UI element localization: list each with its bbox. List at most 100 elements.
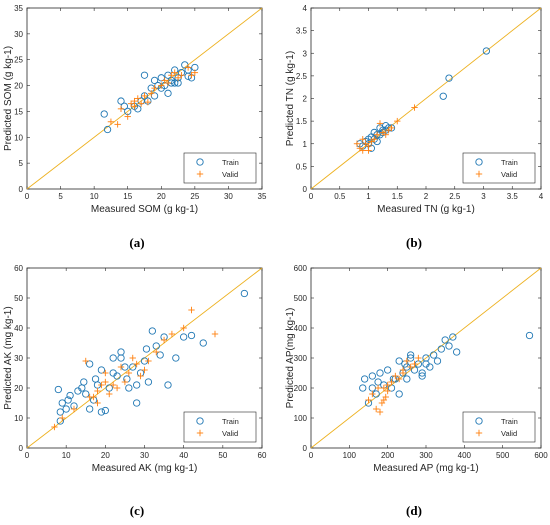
panel-caption: (d)	[406, 503, 422, 518]
y-tick-label: 3	[303, 49, 308, 58]
data-point	[164, 89, 172, 97]
data-point	[160, 336, 168, 344]
legend-marker-train	[475, 158, 483, 166]
y-axis-title: Predicted AK (mg kg-1)	[3, 306, 14, 409]
data-point	[359, 136, 366, 143]
data-point	[137, 372, 144, 380]
x-tick-label: 400	[458, 451, 472, 460]
legend-box	[462, 411, 536, 443]
y-tick-label: 0.5	[296, 162, 308, 171]
series-train	[359, 331, 534, 407]
x-tick-label: 50	[218, 451, 227, 460]
data-point	[369, 390, 376, 398]
data-point	[109, 381, 117, 389]
identity-line	[310, 267, 542, 449]
data-point	[199, 339, 207, 347]
legend-label: Train	[501, 417, 518, 426]
data-point	[168, 330, 176, 338]
y-tick-label: 0	[303, 185, 308, 194]
x-tick-label: 600	[534, 451, 548, 460]
legend-marker-valid	[475, 170, 483, 178]
data-point	[376, 369, 384, 377]
legend-label: Train	[501, 158, 518, 167]
y-tick-label: 20	[14, 384, 23, 393]
series-valid	[107, 64, 199, 128]
data-point	[365, 147, 372, 154]
data-point	[180, 333, 188, 341]
data-point	[150, 76, 159, 85]
data-point	[482, 47, 491, 55]
data-point	[353, 140, 361, 147]
data-point	[371, 136, 378, 143]
data-point	[403, 375, 411, 383]
data-point	[94, 399, 101, 407]
x-tick-label: 1.5	[392, 192, 404, 201]
data-point	[144, 98, 152, 106]
data-point	[407, 363, 414, 371]
x-tick-label: 10	[90, 192, 99, 201]
panel-caption: (a)	[129, 235, 144, 250]
data-point	[103, 125, 112, 134]
x-tick-label: 3.5	[507, 192, 519, 201]
data-point	[384, 381, 391, 389]
data-point	[525, 331, 534, 340]
x-tick-label: 3	[481, 192, 486, 201]
data-point	[372, 405, 380, 413]
legend-label: Train	[222, 158, 239, 167]
y-tick-label: 25	[14, 56, 23, 65]
data-point	[124, 113, 131, 120]
data-point	[148, 327, 156, 335]
y-tick-label: 5	[19, 159, 24, 168]
data-point	[407, 351, 415, 359]
data-point	[100, 110, 108, 118]
y-tick-label: 500	[294, 294, 308, 303]
data-point	[368, 372, 376, 380]
x-axis-title: Measured AK (mg kg-1)	[92, 463, 198, 474]
data-point	[188, 72, 195, 79]
data-point	[407, 354, 415, 362]
x-tick-label: 4	[539, 192, 544, 201]
y-tick-label: 1.5	[296, 117, 308, 126]
data-point	[376, 408, 384, 416]
data-point	[171, 69, 178, 76]
x-tick-label: 0.5	[334, 192, 346, 201]
data-point	[240, 289, 249, 298]
data-point	[148, 90, 155, 97]
x-tick-label: 0	[309, 451, 314, 460]
y-tick-label: 10	[14, 414, 23, 423]
data-point	[137, 100, 145, 107]
data-point	[97, 408, 106, 416]
data-point	[121, 378, 129, 386]
data-point	[411, 104, 418, 111]
x-tick-label: 25	[190, 192, 199, 201]
data-point	[411, 360, 418, 368]
data-point	[151, 84, 158, 92]
y-tick-label: 400	[294, 324, 308, 333]
y-tick-label: 20	[14, 82, 23, 91]
data-point	[164, 381, 172, 389]
legend-marker-train	[196, 417, 204, 425]
legend-label: Valid	[222, 429, 238, 438]
y-tick-label: 30	[14, 30, 23, 39]
legend-label: Valid	[222, 170, 238, 179]
data-point	[64, 396, 72, 404]
data-point	[140, 71, 149, 79]
data-point	[156, 351, 164, 359]
data-point	[187, 331, 196, 340]
data-point	[133, 360, 140, 368]
y-tick-label: 3.5	[296, 27, 308, 36]
x-axis-title: Measured SOM (g kg-1)	[91, 204, 198, 215]
data-point	[174, 74, 182, 82]
x-tick-label: 30	[140, 451, 149, 460]
chart-panel-2: 0 0.5 1 1.5 2 2.5 3 3.5 4 0 0.5 1 1.5 2 2.5 3 3.5 4 Train V…	[285, 4, 544, 250]
data-point	[125, 369, 133, 377]
legend: Train Valid	[462, 152, 536, 184]
data-point	[388, 378, 395, 386]
data-point	[439, 92, 447, 100]
data-point	[80, 378, 88, 386]
x-tick-label: 300	[419, 451, 433, 460]
data-point	[54, 385, 62, 394]
data-point	[395, 357, 403, 365]
y-tick-label: 0	[19, 185, 24, 194]
data-point	[437, 345, 445, 353]
